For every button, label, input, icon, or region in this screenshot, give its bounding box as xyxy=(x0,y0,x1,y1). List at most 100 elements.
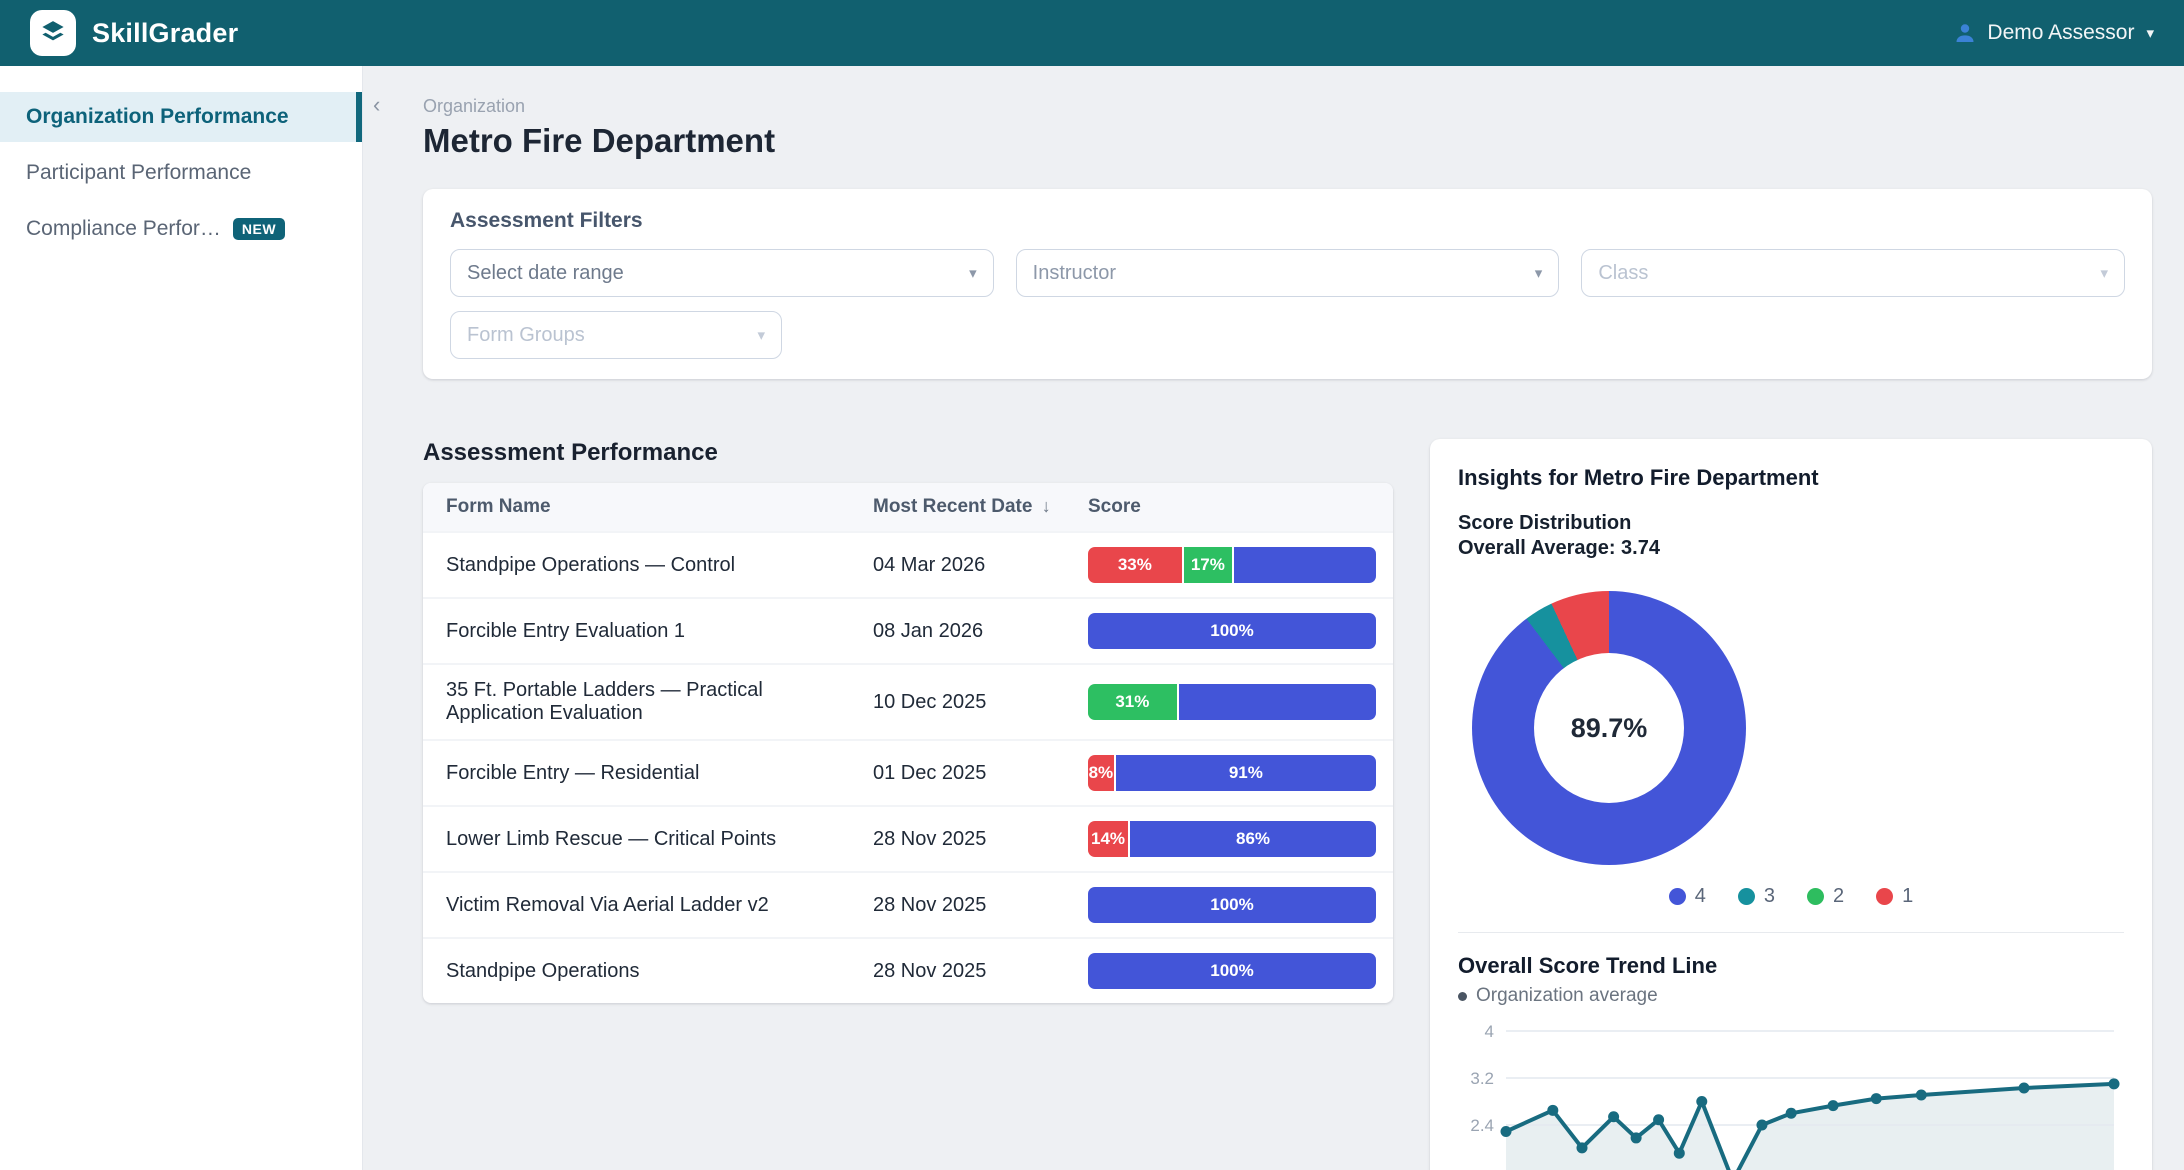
trend-point[interactable] xyxy=(1786,1108,1797,1119)
legend-dot-icon xyxy=(1738,888,1755,905)
column-header-score[interactable]: Score xyxy=(1088,496,1369,518)
trend-point[interactable] xyxy=(1653,1114,1664,1125)
date-cell: 01 Dec 2025 xyxy=(873,762,1088,785)
score-cell: 31% xyxy=(1088,684,1376,720)
user-menu[interactable]: Demo Assessor ▾ xyxy=(1953,21,2154,45)
score-cell: 100% xyxy=(1088,887,1376,923)
app-title: SkillGrader xyxy=(92,18,238,49)
sidebar-collapse-icon[interactable]: ‹ xyxy=(373,92,380,118)
score-bar-segment: 100% xyxy=(1088,613,1376,649)
brand[interactable]: SkillGrader xyxy=(30,10,238,56)
donut-legend: 4 3 2 1 xyxy=(1458,885,2124,908)
donut-center-value: 89.7% xyxy=(1571,713,1648,744)
sidebar-item-label: Participant Performance xyxy=(26,161,251,185)
trend-point[interactable] xyxy=(1871,1093,1882,1104)
trend-line-heading: Overall Score Trend Line xyxy=(1458,953,2124,979)
column-header-label: Most Recent Date xyxy=(873,496,1032,517)
section-divider xyxy=(1458,932,2124,933)
trend-point[interactable] xyxy=(1696,1096,1707,1107)
score-bar-label: 33% xyxy=(1118,555,1152,575)
score-bar: 33% 17% xyxy=(1088,547,1376,583)
instructor-dropdown[interactable]: Instructor ▾ xyxy=(1016,249,1560,297)
score-bar: 31% xyxy=(1088,684,1376,720)
date-cell: 28 Nov 2025 xyxy=(873,960,1088,983)
sidebar: Organization Performance Participant Per… xyxy=(0,66,363,1170)
trend-point[interactable] xyxy=(1631,1132,1642,1143)
class-placeholder: Class xyxy=(1598,262,1648,285)
sidebar-item-organization-performance[interactable]: Organization Performance xyxy=(0,92,362,142)
chevron-down-icon: ▾ xyxy=(2146,24,2154,42)
class-dropdown[interactable]: Class ▾ xyxy=(1581,249,2125,297)
sidebar-item-label: Organization Performance xyxy=(26,105,289,129)
y-axis-tick: 4 xyxy=(1485,1022,1494,1041)
trend-point[interactable] xyxy=(1828,1100,1839,1111)
y-axis-tick: 2.4 xyxy=(1470,1116,1494,1135)
column-header-form-name[interactable]: Form Name xyxy=(446,496,873,518)
score-cell: 33% 17% xyxy=(1088,547,1376,583)
new-badge: NEW xyxy=(233,218,285,240)
trend-point[interactable] xyxy=(1756,1120,1767,1131)
table-row[interactable]: Victim Removal Via Aerial Ladder v228 No… xyxy=(423,871,1393,937)
trend-point[interactable] xyxy=(1608,1111,1619,1122)
sidebar-item-participant-performance[interactable]: Participant Performance xyxy=(0,148,362,198)
table-row[interactable]: Forcible Entry Evaluation 108 Jan 202610… xyxy=(423,597,1393,663)
legend-dot-icon xyxy=(1876,888,1893,905)
trend-point[interactable] xyxy=(1674,1148,1685,1159)
table-row[interactable]: Standpipe Operations28 Nov 2025100% xyxy=(423,937,1393,1003)
trend-legend: Organization average xyxy=(1458,985,2124,1007)
trend-point[interactable] xyxy=(1577,1142,1588,1153)
instructor-placeholder: Instructor xyxy=(1033,262,1116,285)
score-cell: 14% 86% xyxy=(1088,821,1376,857)
form-name-cell: Forcible Entry Evaluation 1 xyxy=(446,620,873,643)
date-range-dropdown[interactable]: Select date range ▾ xyxy=(450,249,994,297)
legend-item[interactable]: 2 xyxy=(1807,885,1844,908)
score-bar: 8%91% xyxy=(1088,755,1376,791)
score-bar-segment xyxy=(1179,684,1376,720)
legend-label: 4 xyxy=(1695,885,1706,908)
legend-dot-icon xyxy=(1458,992,1467,1001)
date-cell: 28 Nov 2025 xyxy=(873,894,1088,917)
table-row[interactable]: Standpipe Operations — Control04 Mar 202… xyxy=(423,531,1393,597)
top-header: SkillGrader Demo Assessor ▾ xyxy=(0,0,2184,66)
trend-point[interactable] xyxy=(1547,1105,1558,1116)
score-bar-label: 91% xyxy=(1229,763,1263,783)
score-bar-segment: 91% xyxy=(1116,755,1376,791)
column-header-most-recent-date[interactable]: Most Recent Date ↓ xyxy=(873,496,1088,518)
table-row[interactable]: Lower Limb Rescue — Critical Points28 No… xyxy=(423,805,1393,871)
legend-dot-icon xyxy=(1669,888,1686,905)
trend-point[interactable] xyxy=(2019,1082,2030,1093)
table-row[interactable]: 35 Ft. Portable Ladders — Practical Appl… xyxy=(423,663,1393,739)
sort-descending-icon: ↓ xyxy=(1042,496,1051,516)
table-row[interactable]: Forcible Entry — Residential01 Dec 20258… xyxy=(423,739,1393,805)
legend-item[interactable]: 4 xyxy=(1669,885,1706,908)
trend-series-label: Organization average xyxy=(1476,985,1658,1007)
legend-item[interactable]: 3 xyxy=(1738,885,1775,908)
form-groups-dropdown[interactable]: Form Groups ▾ xyxy=(450,311,782,359)
form-name-cell: Forcible Entry — Residential xyxy=(446,762,873,785)
score-bar-label: 86% xyxy=(1236,829,1270,849)
sidebar-item-compliance-performance[interactable]: Compliance Perfor… NEW xyxy=(0,204,362,254)
score-cell: 8%91% xyxy=(1088,755,1376,791)
trend-point[interactable] xyxy=(1501,1126,1512,1137)
trend-point[interactable] xyxy=(1916,1090,1927,1101)
filters-heading: Assessment Filters xyxy=(450,209,2125,233)
score-bar: 100% xyxy=(1088,613,1376,649)
insights-panel: Insights for Metro Fire Department Score… xyxy=(1430,439,2152,1170)
trend-point[interactable] xyxy=(2109,1078,2120,1089)
assessment-table-rows: Standpipe Operations — Control04 Mar 202… xyxy=(423,531,1393,1003)
score-cell: 100% xyxy=(1088,953,1376,989)
donut-hole: 89.7% xyxy=(1534,653,1684,803)
score-distribution-heading: Score Distribution xyxy=(1458,511,2124,536)
legend-item[interactable]: 1 xyxy=(1876,885,1913,908)
insights-title: Insights for Metro Fire Department xyxy=(1458,465,2124,491)
form-name-cell: Lower Limb Rescue — Critical Points xyxy=(446,828,873,851)
date-cell: 28 Nov 2025 xyxy=(873,828,1088,851)
score-bar-segment: 100% xyxy=(1088,953,1376,989)
breadcrumb: Organization xyxy=(423,96,2152,117)
date-cell: 04 Mar 2026 xyxy=(873,554,1088,577)
score-bar-label: 14% xyxy=(1091,829,1125,849)
score-bar-segment: 31% xyxy=(1088,684,1177,720)
score-bar-label: 17% xyxy=(1191,555,1225,575)
score-bar-label: 100% xyxy=(1210,621,1253,641)
date-cell: 10 Dec 2025 xyxy=(873,691,1088,714)
